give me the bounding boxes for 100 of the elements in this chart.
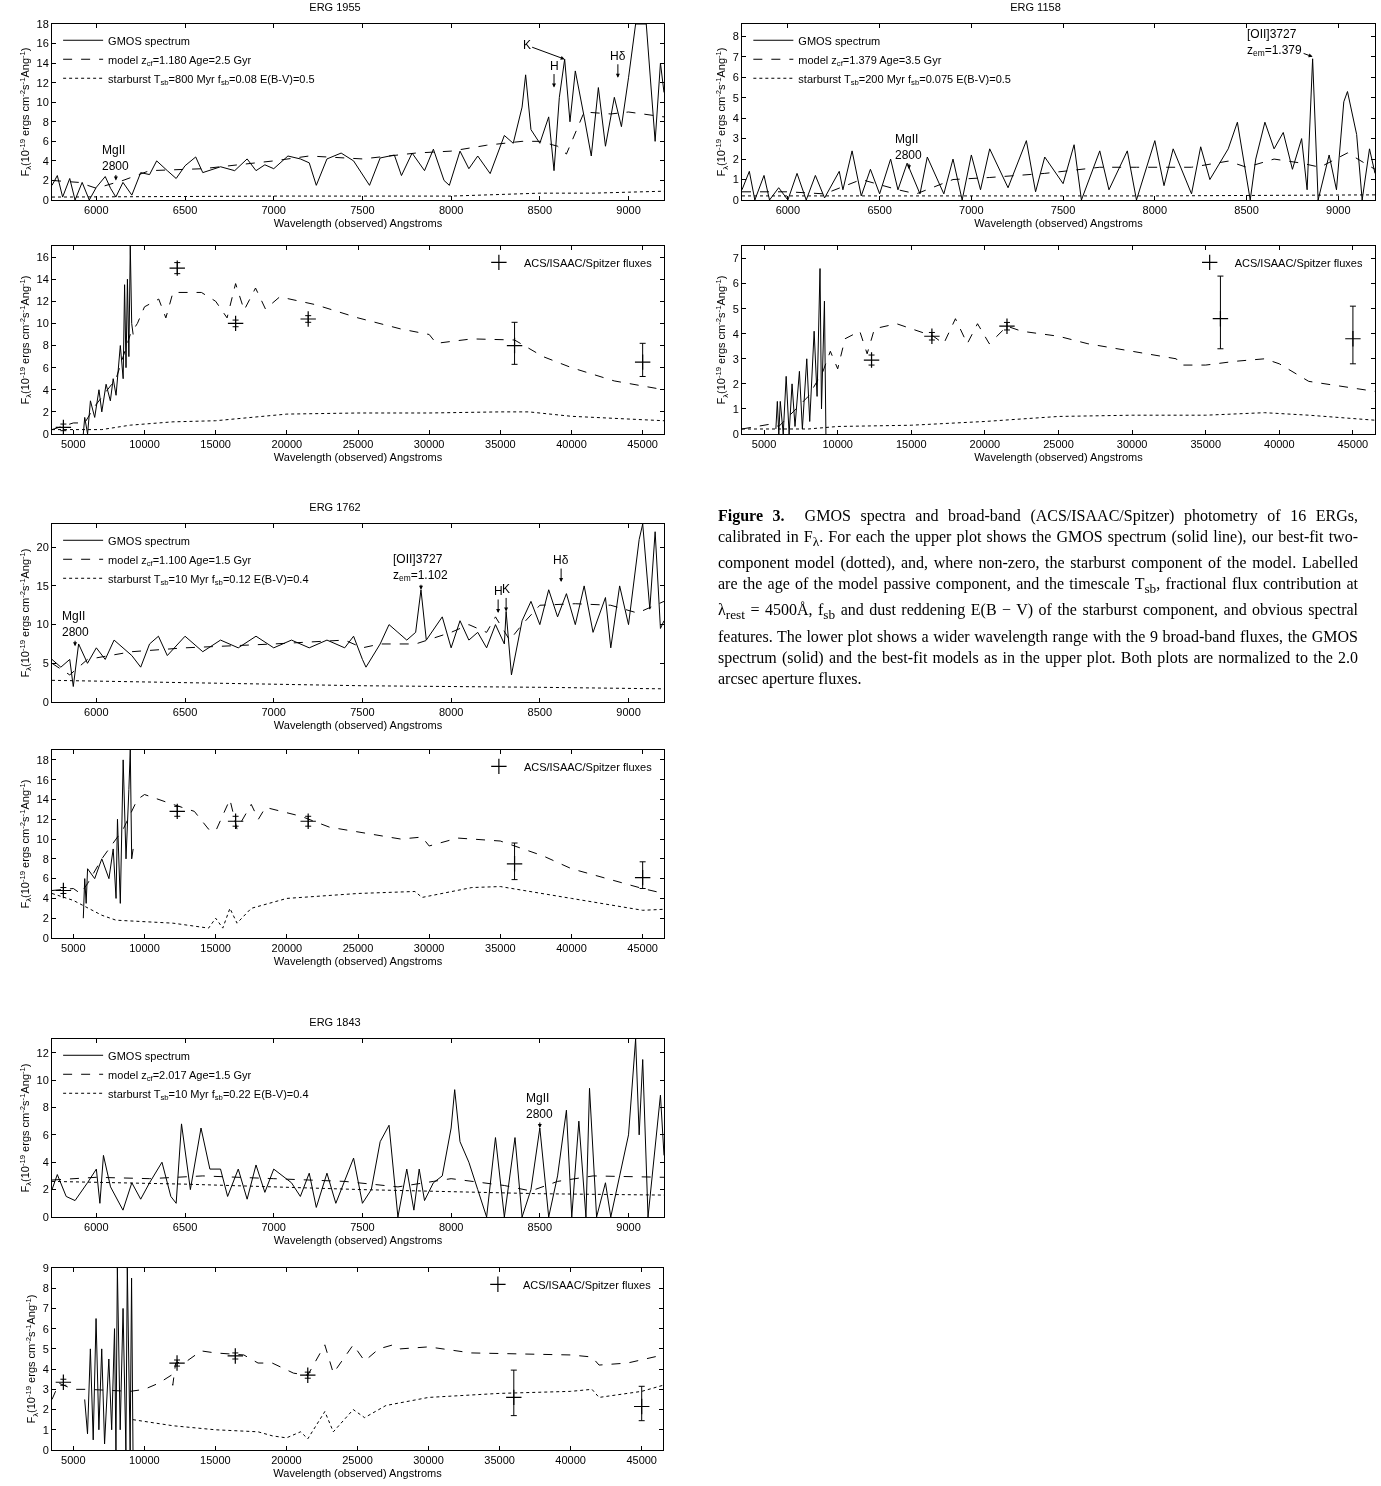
legend-label: model z$_{cf}$=1.379 Age=3.5 Gyr xyxy=(798,53,942,68)
x-tick-label: 7500 xyxy=(350,706,375,719)
x-axis-title: Wavelength (observed) Angstroms xyxy=(273,451,443,464)
x-tick-label: 40000 xyxy=(556,942,587,955)
y-tick-label: 9 xyxy=(42,1261,49,1274)
y-tick-label: 1 xyxy=(732,402,739,415)
x-axis-title: Wavelength (observed) Angstroms xyxy=(273,955,443,968)
y-tick-label: 8 xyxy=(42,115,49,128)
y-tick-label: 16 xyxy=(36,250,49,263)
y-tick-label: 18 xyxy=(36,753,49,766)
x-tick-label: 6000 xyxy=(84,1221,109,1234)
y-tick-label: 8 xyxy=(42,339,49,352)
annotation: MgII 2800 xyxy=(102,143,130,173)
annotation: H xyxy=(550,59,559,73)
x-tick-label: 45000 xyxy=(1337,438,1369,451)
x-tick-label: 9000 xyxy=(616,706,641,719)
x-axis-title: Wavelength (observed) Angstroms xyxy=(273,719,443,732)
legend-label: starburst T$_{sb}$=10 Myr f$_{sb}$=0.12 E(B-V)=0.4 xyxy=(108,572,309,587)
x-tick-label: 45000 xyxy=(627,942,658,955)
x-tick-label: 35000 xyxy=(1190,438,1222,451)
x-tick-label: 30000 xyxy=(1116,438,1148,451)
x-tick-label: 9000 xyxy=(1326,204,1351,217)
y-tick-label: 2 xyxy=(42,174,49,187)
x-tick-label: 8000 xyxy=(438,204,464,217)
x-tick-label: 7000 xyxy=(261,1221,286,1234)
y-tick-label: 16 xyxy=(36,773,49,786)
y-tick-label: 7 xyxy=(42,1302,49,1315)
x-tick-label: 7000 xyxy=(261,204,286,217)
legend-label: model z$_{cf}$=2.017 Age=1.5 Gyr xyxy=(108,1068,252,1083)
x-tick-label: 15000 xyxy=(200,438,231,451)
x-tick-label: 40000 xyxy=(556,438,587,451)
x-tick-label: 10000 xyxy=(129,438,160,451)
y-tick-label: 10 xyxy=(36,317,49,330)
x-tick-label: 9000 xyxy=(616,204,641,217)
y-tick-label: 12 xyxy=(36,76,49,89)
x-tick-label: 20000 xyxy=(271,438,303,451)
y-tick-label: 6 xyxy=(42,1322,49,1335)
annotation: MgII 2800 xyxy=(526,1091,554,1121)
x-tick-label: 20000 xyxy=(969,438,1001,451)
y-tick-label: 5 xyxy=(732,91,739,104)
y-tick-label: 0 xyxy=(42,695,49,708)
y-tick-label: 12 xyxy=(36,1046,49,1059)
x-tick-label: 45000 xyxy=(626,1454,657,1467)
x-tick-label: 6000 xyxy=(84,706,109,719)
x-tick-label: 40000 xyxy=(1264,438,1295,451)
x-tick-label: 40000 xyxy=(555,1454,586,1467)
legend-label: GMOS spectrum xyxy=(108,1049,191,1062)
y-tick-label: 3 xyxy=(732,132,739,145)
x-tick-label: 9000 xyxy=(616,1221,641,1234)
legend-label: GMOS spectrum xyxy=(798,34,881,47)
y-tick-label: 6 xyxy=(42,1128,49,1141)
annotation: [OII]3727 z$_{em}$=1.379 xyxy=(1247,27,1302,59)
y-tick-label: 1 xyxy=(42,1423,49,1436)
x-axis-title: Wavelength (observed) Angstroms xyxy=(273,1467,443,1480)
x-tick-label: 25000 xyxy=(342,942,374,955)
y-tick-label: 8 xyxy=(42,1101,49,1114)
y-tick-label: 10 xyxy=(36,618,49,631)
chart-title: ERG 1762 xyxy=(309,501,361,514)
y-tick-label: 2 xyxy=(42,1403,49,1416)
x-tick-label: 5000 xyxy=(61,942,86,955)
y-tick-label: 8 xyxy=(42,852,49,865)
x-tick-label: 7500 xyxy=(350,1221,375,1234)
y-tick-label: 0 xyxy=(732,427,739,440)
chart-title: ERG 1955 xyxy=(309,1,361,14)
annotation: [OII]3727 z$_{em}$=1.102 xyxy=(393,552,448,584)
legend-label: starburst T$_{sb}$=10 Myr f$_{sb}$=0.22 E(B-V)=0.4 xyxy=(108,1087,309,1102)
y-tick-label: 7 xyxy=(732,50,739,63)
x-tick-label: 6500 xyxy=(172,1221,198,1234)
y-tick-label: 6 xyxy=(42,872,49,885)
y-tick-label: 12 xyxy=(36,813,49,826)
annotation: Hδ xyxy=(553,553,569,567)
y-tick-label: 0 xyxy=(42,427,49,440)
y-tick-label: 0 xyxy=(42,193,49,206)
x-tick-label: 35000 xyxy=(485,438,516,451)
x-tick-label: 6500 xyxy=(172,706,198,719)
legend-label: ACS/ISAAC/Spitzer fluxes xyxy=(522,1278,652,1291)
x-tick-label: 20000 xyxy=(271,1454,302,1467)
x-tick-label: 7000 xyxy=(261,706,286,719)
y-tick-label: 20 xyxy=(36,541,49,554)
x-tick-label: 8500 xyxy=(1234,204,1259,217)
legend-label: GMOS spectrum xyxy=(108,534,191,547)
annotation: H xyxy=(494,584,503,598)
y-tick-label: 4 xyxy=(42,892,49,905)
y-tick-label: 0 xyxy=(42,1443,49,1456)
legend-label: GMOS spectrum xyxy=(108,34,191,47)
y-tick-label: 14 xyxy=(36,273,49,286)
y-tick-label: 2 xyxy=(42,405,49,418)
legend-label: starburst T$_{sb}$=800 Myr f$_{sb}$=0.08 E(B-V)=0.5 xyxy=(108,72,315,87)
annotation: K xyxy=(502,582,511,596)
y-tick-label: 6 xyxy=(732,277,739,290)
x-tick-label: 6000 xyxy=(84,204,109,217)
y-tick-label: 6 xyxy=(42,135,49,148)
y-tick-label: 10 xyxy=(36,832,49,845)
x-axis-title: Wavelength (observed) Angstroms xyxy=(273,217,443,230)
y-tick-label: 7 xyxy=(732,252,739,265)
x-tick-label: 7500 xyxy=(350,204,375,217)
x-tick-label: 10000 xyxy=(822,438,853,451)
y-tick-label: 4 xyxy=(732,327,739,340)
y-tick-label: 5 xyxy=(732,302,739,315)
y-tick-label: 6 xyxy=(732,71,739,84)
